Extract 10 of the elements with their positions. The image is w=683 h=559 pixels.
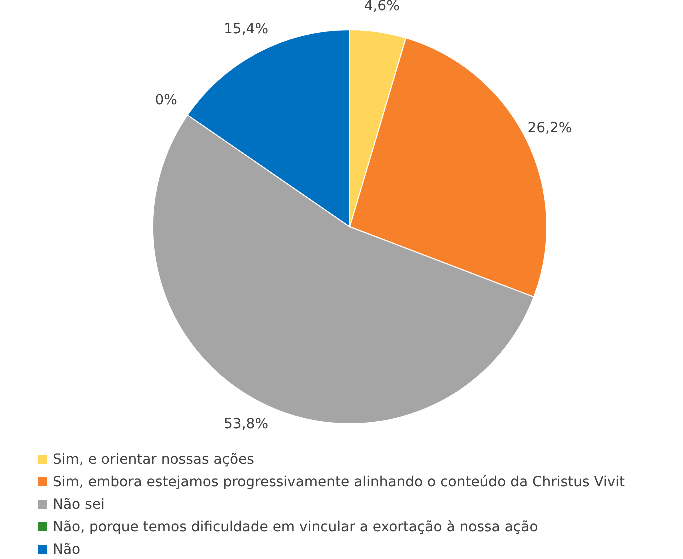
legend-label: Não sei [53, 497, 105, 513]
legend-label: Não [53, 542, 81, 558]
legend-label: Sim, embora estejamos progressivamente alinhando o conteúdo da Christus Vivit [53, 474, 626, 490]
text: 0% [155, 92, 178, 108]
data-label: 4,6% [364, 0, 400, 14]
legend-label: Sim, e orientar nossas ações [53, 452, 254, 468]
legend-label: Não, porque temos dificuldade em vincular a exortação à nossa ação [53, 520, 538, 536]
data-label: 15,4% [224, 22, 269, 38]
data-label: 53,8% [224, 416, 269, 432]
data-label: 26,2% [528, 120, 572, 136]
